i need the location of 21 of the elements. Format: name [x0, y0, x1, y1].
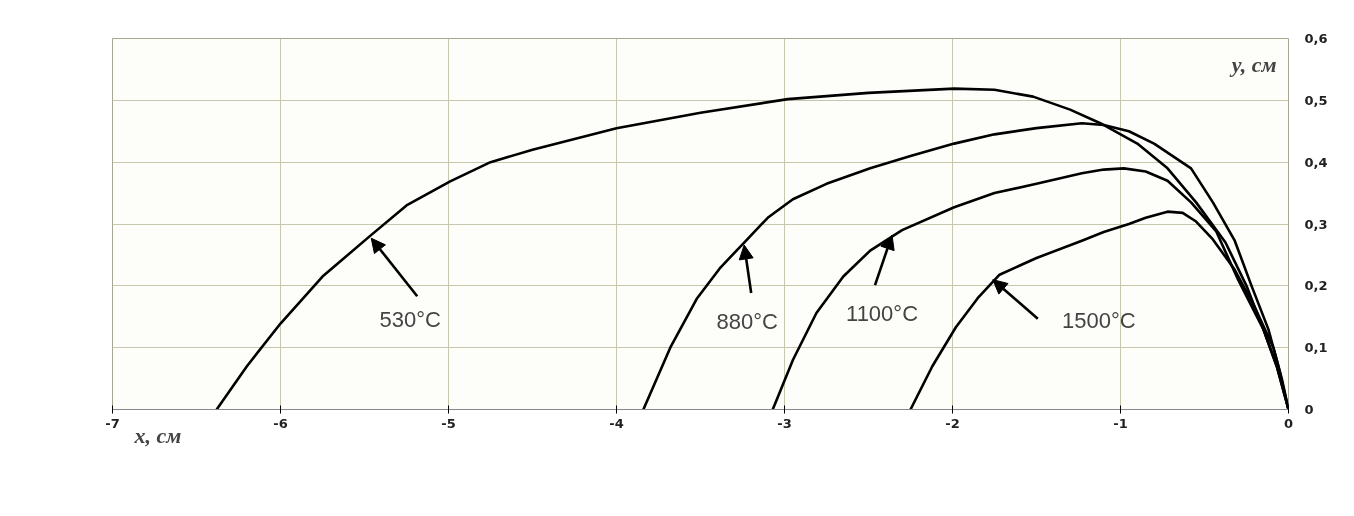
annotation: 1100°C — [846, 300, 919, 326]
x-tick-label: 0 — [1283, 415, 1294, 431]
x-tick-label: -1 — [1113, 415, 1128, 431]
x-tick-label: -7 — [105, 415, 120, 431]
annotation: 880°C — [716, 308, 778, 334]
y-tick-label: 0,3 — [1304, 216, 1328, 232]
x-tick-label: -4 — [609, 415, 624, 431]
x-tick-label: -3 — [777, 415, 792, 431]
y-tick-label: 0,2 — [1304, 278, 1328, 294]
x-axis-title: x, см — [133, 422, 182, 448]
y-tick-label: 0,1 — [1304, 340, 1328, 356]
y-tick-label: 0,4 — [1304, 154, 1328, 170]
y-tick-label: 0,5 — [1304, 92, 1328, 108]
y-tick-label: 0 — [1304, 402, 1314, 417]
y-axis-title: y, см — [1228, 51, 1277, 77]
annotation: 530°C — [379, 306, 442, 332]
annotation: 1500°C — [1062, 308, 1136, 334]
x-tick-label: -5 — [441, 415, 456, 431]
x-tick-label: -6 — [273, 415, 288, 431]
x-tick-label: -2 — [945, 415, 960, 431]
y-tick-label: 0,6 — [1304, 31, 1328, 46]
